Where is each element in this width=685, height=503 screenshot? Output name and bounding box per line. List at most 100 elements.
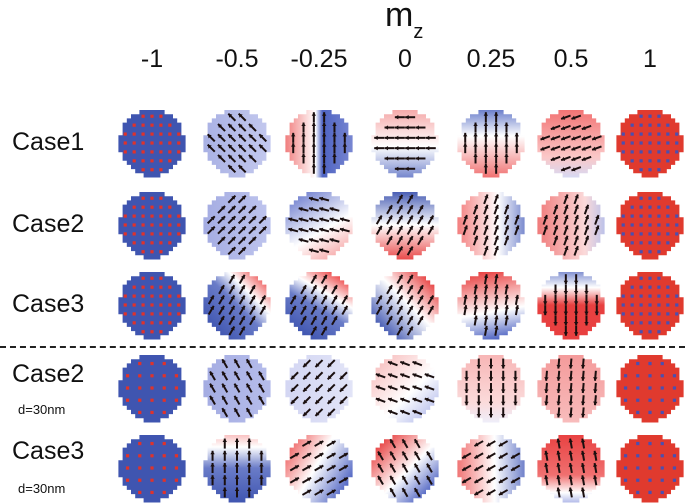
- spin-dot-icon: [621, 303, 625, 307]
- spin-dot-icon: [636, 398, 640, 402]
- spin-arrow-icon: [563, 321, 569, 326]
- spin-dot-icon: [168, 205, 172, 209]
- spin-arrow-icon: [210, 305, 214, 310]
- spin-arrow-icon: [231, 205, 236, 211]
- magnetization-disk: [371, 435, 439, 503]
- spin-arrow-icon: [568, 413, 574, 418]
- spin-arrow-icon: [251, 226, 257, 231]
- spin-dot-icon: [639, 114, 643, 118]
- spin-arrow-icon: [247, 438, 252, 443]
- spin-arrow-icon: [580, 450, 586, 455]
- spin-dot-icon: [138, 441, 142, 446]
- spin-arrow-icon: [593, 463, 598, 467]
- spin-dot-icon: [150, 114, 154, 118]
- spin-arrow-icon: [258, 383, 263, 388]
- spin-arrow-icon: [473, 143, 478, 147]
- spin-dot-icon: [138, 454, 142, 458]
- spin-arrow-icon: [220, 316, 225, 321]
- spin-arrow-icon: [303, 387, 308, 392]
- spin-arrow-icon: [210, 216, 215, 221]
- spin-arrow-icon: [414, 475, 419, 481]
- spin-dot-icon: [630, 141, 634, 145]
- spin-arrow-icon: [493, 153, 499, 157]
- spin-arrow-icon: [498, 466, 504, 471]
- spin-arrow-icon: [228, 113, 233, 118]
- spin-arrow-icon: [553, 215, 559, 220]
- spin-dot-icon: [138, 398, 142, 402]
- spin-arrow-icon: [312, 305, 317, 310]
- spin-arrow-icon: [412, 385, 417, 390]
- spin-dot-icon: [630, 321, 634, 325]
- spin-arrow-icon: [332, 122, 337, 127]
- spin-dot-icon: [630, 303, 634, 307]
- spin-dot-icon: [132, 312, 136, 316]
- spin-dot-icon: [648, 250, 652, 254]
- spin-arrow-icon: [251, 236, 257, 241]
- spin-arrow-icon: [291, 375, 296, 380]
- spin-dot-icon: [150, 398, 154, 402]
- spin-arrow-icon: [251, 205, 257, 211]
- spin-arrow-icon: [221, 205, 226, 211]
- spin-arrow-icon: [234, 408, 239, 413]
- spin-arrow-icon: [426, 451, 431, 456]
- spin-arrow-icon: [474, 479, 479, 483]
- spin-dot-icon: [125, 374, 130, 378]
- spin-dot-icon: [174, 466, 179, 470]
- spin-arrow-icon: [483, 325, 489, 330]
- spin-arrow-icon: [329, 227, 334, 232]
- spin-arrow-icon: [580, 438, 586, 443]
- spin-dot-icon: [125, 386, 130, 390]
- spin-arrow-icon: [409, 274, 413, 280]
- magnetization-disk: [203, 110, 271, 178]
- spin-arrow-icon: [342, 132, 347, 137]
- spin-arrow-icon: [564, 204, 569, 209]
- spin-dot-icon: [159, 168, 163, 172]
- spin-arrow-icon: [339, 387, 344, 392]
- spin-dot-icon: [621, 312, 625, 316]
- spin-dot-icon: [630, 205, 634, 209]
- spin-dot-icon: [621, 132, 625, 136]
- magnetization-disk: [203, 272, 271, 340]
- spin-dot-icon: [666, 205, 670, 209]
- spin-dot-icon: [648, 232, 652, 236]
- spin-arrow-icon: [494, 204, 499, 209]
- spin-arrow-icon: [288, 227, 293, 232]
- spin-arrow-icon: [323, 295, 327, 300]
- spin-arrow-icon: [473, 294, 478, 299]
- spin-arrow-icon: [339, 227, 344, 232]
- magnetization-disk: [457, 192, 525, 260]
- spin-arrow-icon: [301, 153, 306, 157]
- spin-arrow-icon: [241, 216, 246, 221]
- magnetization-disk: [285, 355, 353, 423]
- spin-arrow-icon: [400, 373, 405, 378]
- spin-arrow-icon: [327, 363, 332, 368]
- spin-arrow-icon: [405, 115, 409, 120]
- spin-arrow-icon: [294, 465, 299, 470]
- spin-arrow-icon: [241, 195, 246, 200]
- spin-arrow-icon: [580, 487, 586, 492]
- dashed-divider: [0, 346, 685, 348]
- spin-arrow-icon: [241, 285, 245, 290]
- spin-arrow-icon: [581, 125, 586, 131]
- spin-arrow-icon: [483, 315, 489, 320]
- spin-dot-icon: [636, 466, 640, 470]
- spin-arrow-icon: [504, 132, 509, 137]
- spin-arrow-icon: [246, 408, 251, 413]
- spin-arrow-icon: [419, 295, 424, 300]
- spin-arrow-icon: [388, 316, 393, 321]
- spin-dot-icon: [666, 132, 670, 136]
- spin-arrow-icon: [494, 235, 499, 240]
- spin-arrow-icon: [593, 475, 598, 480]
- spin-arrow-icon: [228, 154, 233, 159]
- magnetization-disk: [203, 435, 271, 503]
- spin-arrow-icon: [400, 409, 405, 414]
- spin-dot-icon: [666, 294, 670, 298]
- spin-dot-icon: [132, 285, 136, 289]
- magnetization-disk: [285, 110, 353, 178]
- spin-dot-icon: [630, 223, 634, 227]
- spin-arrow-icon: [384, 145, 389, 151]
- spin-arrow-icon: [319, 237, 324, 243]
- spin-dot-icon: [636, 386, 640, 390]
- spin-arrow-icon: [217, 134, 223, 139]
- spin-arrow-icon: [377, 475, 382, 481]
